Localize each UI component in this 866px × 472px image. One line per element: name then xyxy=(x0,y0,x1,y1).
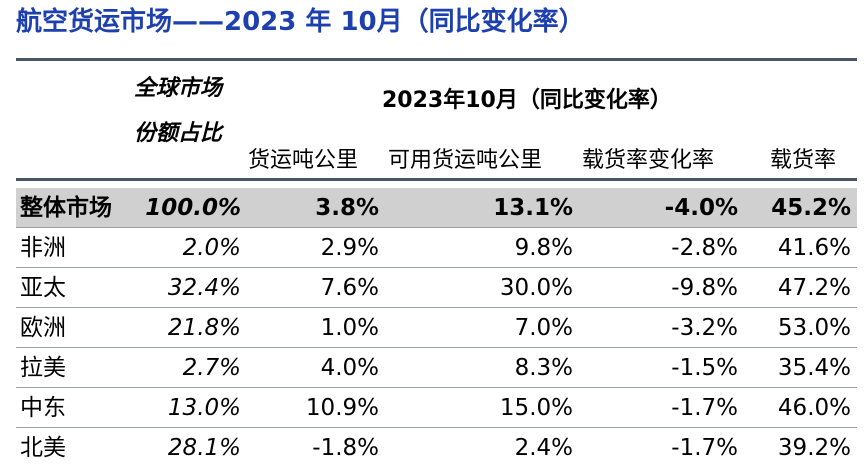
page-title: 航空货运市场——2023 年 10月（同比变化率） xyxy=(16,7,585,37)
table-row: 亚太 32.4% 7.6% 30.0% -9.8% 47.2% xyxy=(16,268,857,308)
table-row: 非洲 2.0% 2.9% 9.8% -2.8% 41.6% xyxy=(16,228,857,268)
region-cell: 非洲 xyxy=(20,235,66,261)
header-group-title: 2023年10月（同比变化率） xyxy=(382,88,672,113)
lf-cell: 41.6% xyxy=(777,235,851,261)
share-cell: 28.1% xyxy=(167,435,241,461)
header-col-lf: 载货率 xyxy=(770,148,837,173)
row-divider xyxy=(16,347,857,348)
lf-cell: 35.4% xyxy=(777,355,851,381)
ctk-cell: 2.9% xyxy=(320,235,379,261)
row-divider xyxy=(16,387,857,388)
table-row: 中东 13.0% 10.9% 15.0% -1.7% 46.0% xyxy=(16,388,857,428)
ctk-cell: -1.8% xyxy=(312,435,379,461)
actk-cell: 15.0% xyxy=(499,395,573,421)
share-cell: 13.0% xyxy=(167,395,241,421)
lf-change-cell: -1.5% xyxy=(671,355,738,381)
actk-cell: 7.0% xyxy=(514,315,573,341)
share-cell: 2.7% xyxy=(182,355,241,381)
ctk-cell: 10.9% xyxy=(305,395,379,421)
share-cell: 2.0% xyxy=(182,235,241,261)
lf-change-cell: -3.2% xyxy=(671,315,738,341)
header-share-line2: 份额占比 xyxy=(134,121,223,146)
share-cell: 32.4% xyxy=(167,275,241,301)
actk-cell: 13.1% xyxy=(493,195,573,221)
actk-cell: 30.0% xyxy=(499,275,573,301)
region-cell: 中东 xyxy=(20,395,66,421)
lf-cell: 46.0% xyxy=(777,395,851,421)
header-col-ctk: 货运吨公里 xyxy=(248,148,359,173)
header-col-lf-change: 载货率变化率 xyxy=(582,148,715,173)
ctk-cell: 1.0% xyxy=(320,315,379,341)
row-divider xyxy=(16,427,857,428)
lf-cell: 47.2% xyxy=(777,275,851,301)
table-row-total: 整体市场 100.0% 3.8% 13.1% -4.0% 45.2% xyxy=(16,188,857,228)
share-cell: 21.8% xyxy=(167,315,241,341)
lf-cell: 45.2% xyxy=(771,195,851,221)
header-col-actk: 可用货运吨公里 xyxy=(388,148,543,173)
lf-change-cell: -1.7% xyxy=(671,395,738,421)
row-divider xyxy=(16,307,857,308)
lf-change-cell: -2.8% xyxy=(671,235,738,261)
ctk-cell: 4.0% xyxy=(320,355,379,381)
region-cell: 整体市场 xyxy=(20,195,112,221)
lf-change-cell: -1.7% xyxy=(671,435,738,461)
actk-cell: 2.4% xyxy=(514,435,573,461)
top-rule xyxy=(16,58,857,61)
actk-cell: 9.8% xyxy=(514,235,573,261)
lf-change-cell: -9.8% xyxy=(671,275,738,301)
ctk-cell: 3.8% xyxy=(315,195,379,221)
region-cell: 北美 xyxy=(20,435,66,461)
header-rule xyxy=(16,178,857,181)
row-divider xyxy=(16,267,857,268)
lf-cell: 39.2% xyxy=(777,435,851,461)
table-row: 拉美 2.7% 4.0% 8.3% -1.5% 35.4% xyxy=(16,348,857,388)
actk-cell: 8.3% xyxy=(514,355,573,381)
lf-change-cell: -4.0% xyxy=(664,195,738,221)
region-cell: 欧洲 xyxy=(20,315,66,341)
ctk-cell: 7.6% xyxy=(320,275,379,301)
share-cell: 100.0% xyxy=(145,195,241,221)
header-share-line1: 全球市场 xyxy=(134,76,223,101)
table-row: 北美 28.1% -1.8% 2.4% -1.7% 39.2% xyxy=(16,428,857,468)
lf-cell: 53.0% xyxy=(777,315,851,341)
table-row: 欧洲 21.8% 1.0% 7.0% -3.2% 53.0% xyxy=(16,308,857,348)
region-cell: 亚太 xyxy=(20,275,66,301)
row-divider xyxy=(16,227,857,228)
region-cell: 拉美 xyxy=(20,355,66,381)
